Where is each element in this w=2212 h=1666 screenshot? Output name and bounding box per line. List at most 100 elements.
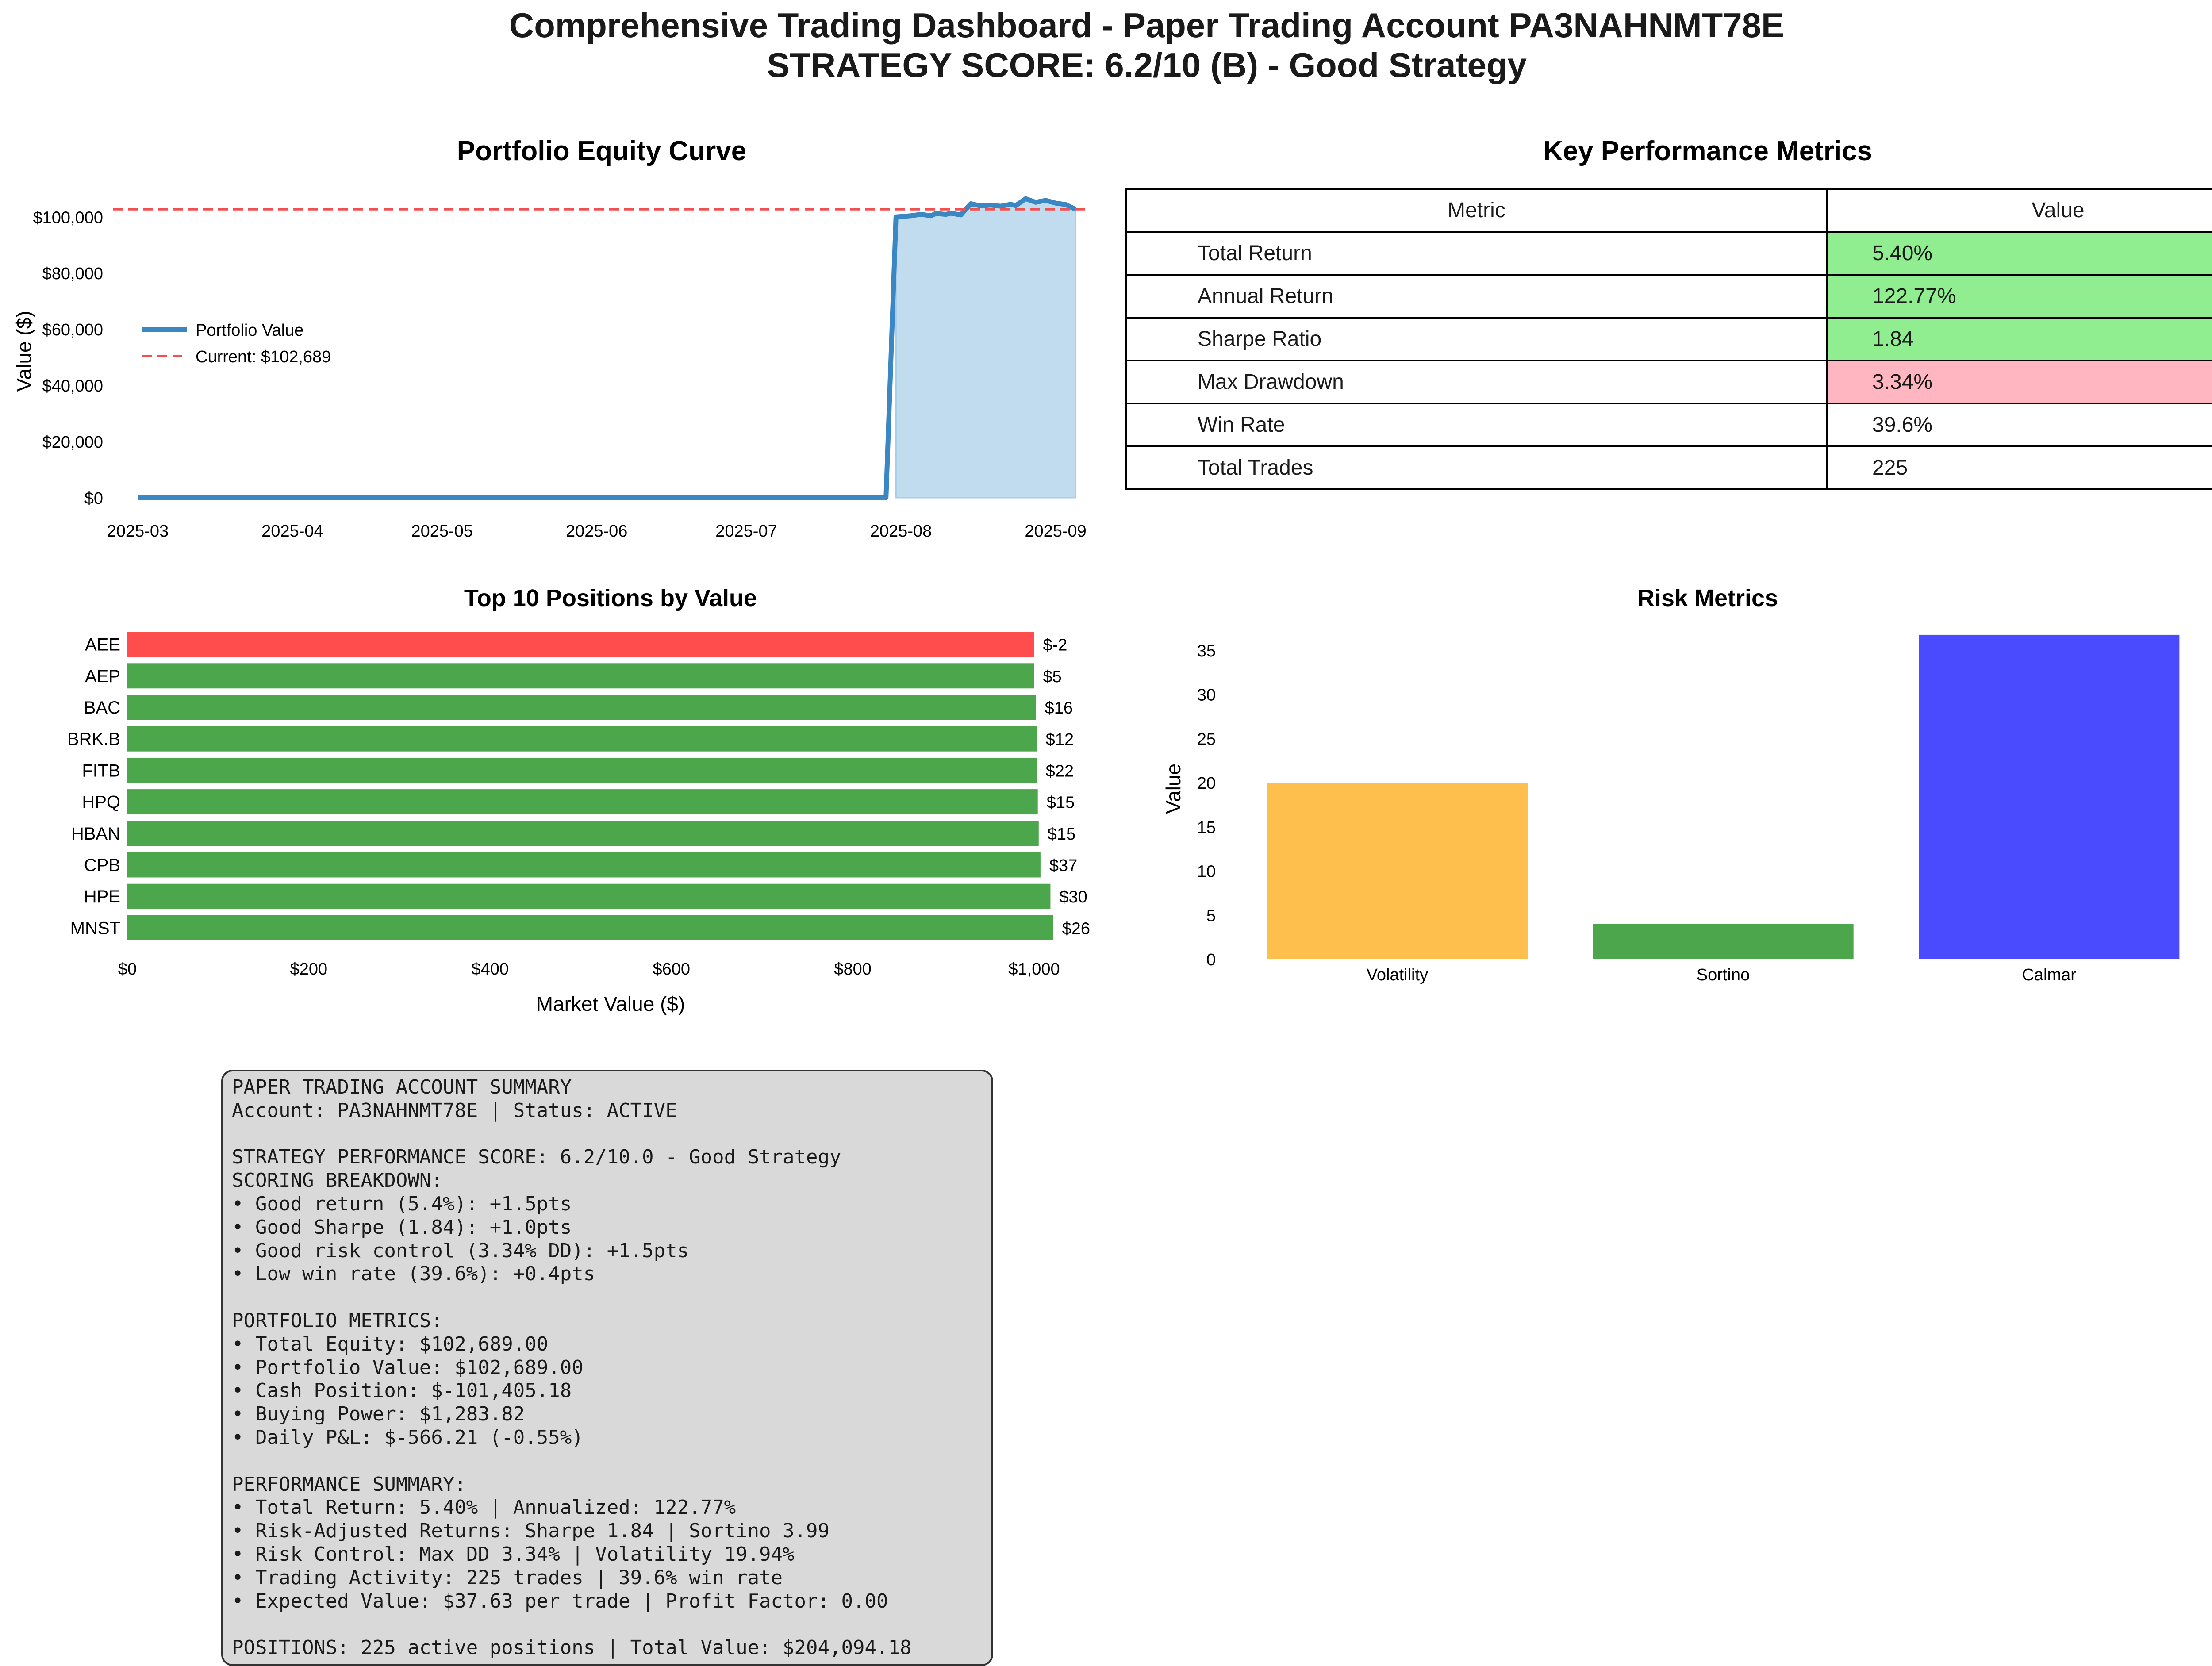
- y-tick-label: 20: [1197, 774, 1216, 793]
- summary-line: PAPER TRADING ACCOUNT SUMMARY: [232, 1076, 572, 1098]
- metric-column-header: Metric: [1125, 188, 1828, 233]
- position-bar: [127, 821, 1039, 846]
- x-axis-label: Market Value ($): [536, 992, 685, 1015]
- dashboard-title: Comprehensive Trading Dashboard - Paper …: [509, 6, 1785, 45]
- y-tick-label: 15: [1197, 818, 1216, 837]
- x-tick-label: 2025-04: [261, 522, 323, 541]
- metric-name-cell: Annual Return: [1125, 274, 1828, 319]
- position-symbol-label: AEP: [85, 667, 120, 686]
- position-symbol-label: MNST: [70, 918, 120, 938]
- summary-line: • Total Return: 5.40% | Annualized: 122.…: [232, 1496, 736, 1519]
- risk-category-label: Volatility: [1367, 966, 1428, 984]
- x-tick-label: 2025-08: [870, 522, 932, 541]
- key-performance-metrics-table: Metric Value Total Return 5.40% Annual R…: [1125, 188, 2212, 490]
- metric-value-cell: 122.77%: [1826, 274, 2212, 319]
- summary-line: • Good Sharpe (1.84): +1.0pts: [232, 1216, 572, 1239]
- value-column-header: Value: [1826, 188, 2212, 233]
- position-bar: [127, 663, 1034, 689]
- position-bar: [127, 915, 1053, 940]
- position-bar: [127, 695, 1036, 720]
- summary-line: PORTFOLIO METRICS:: [232, 1309, 443, 1332]
- equity-chart-title: Portfolio Equity Curve: [457, 136, 746, 166]
- position-value-label: $30: [1059, 888, 1087, 906]
- summary-line: • Portfolio Value: $102,689.00: [232, 1356, 584, 1379]
- position-bar: [127, 726, 1037, 752]
- metrics-table-row: Total Trades 225: [1125, 445, 2212, 490]
- y-tick-label: $40,000: [42, 377, 103, 395]
- metrics-table-row: Sharpe Ratio 1.84: [1125, 317, 2212, 361]
- summary-line: • Buying Power: $1,283.82: [232, 1403, 525, 1426]
- risk-metric-bar: [1919, 634, 2180, 959]
- x-tick-label: $800: [834, 960, 872, 979]
- y-tick-label: $80,000: [42, 265, 103, 283]
- position-value-label: $16: [1045, 699, 1073, 718]
- metrics-table-row: Win Rate 39.6%: [1125, 403, 2212, 447]
- account-summary-box: PAPER TRADING ACCOUNT SUMMARY Account: P…: [221, 1070, 993, 1666]
- metric-value-cell: 5.40%: [1826, 231, 2212, 276]
- position-bar: [127, 757, 1037, 783]
- position-value-label: $22: [1046, 762, 1074, 780]
- position-value-label: $15: [1048, 825, 1075, 844]
- metrics-table-row: Annual Return 122.77%: [1125, 274, 2212, 319]
- strategy-score-subtitle: STRATEGY SCORE: 6.2/10 (B) - Good Strate…: [767, 46, 1527, 84]
- y-tick-label: 25: [1197, 730, 1216, 749]
- y-tick-label: 10: [1197, 863, 1216, 881]
- position-value-label: $12: [1046, 730, 1074, 749]
- x-tick-label: 2025-07: [715, 522, 777, 541]
- portfolio-value-line: [138, 196, 1077, 500]
- risk-chart-title: Risk Metrics: [1637, 585, 1778, 611]
- y-axis-label: Value: [1162, 764, 1185, 814]
- legend-current-label: Current: $102,689: [196, 348, 331, 366]
- summary-line: • Daily P&L: $-566.21 (-0.55%): [232, 1426, 584, 1449]
- summary-line: POSITIONS: 225 active positions | Total …: [232, 1636, 912, 1659]
- metric-name-cell: Total Return: [1125, 231, 1828, 276]
- metric-name-cell: Sharpe Ratio: [1125, 317, 1828, 361]
- x-tick-label: 2025-05: [411, 522, 472, 541]
- position-bar: [127, 852, 1041, 878]
- position-value-label: $5: [1043, 668, 1062, 686]
- summary-line: • Total Equity: $102,689.00: [232, 1332, 549, 1355]
- position-value-label: $15: [1047, 794, 1075, 812]
- x-tick-label: 2025-09: [1025, 522, 1086, 541]
- position-symbol-label: BRK.B: [67, 729, 120, 749]
- position-symbol-label: HPQ: [82, 793, 120, 812]
- x-tick-label: 2025-06: [566, 522, 627, 541]
- y-tick-label: 0: [1206, 951, 1216, 969]
- y-tick-label: 30: [1197, 686, 1216, 705]
- summary-line: Account: PA3NAHNMT78E | Status: ACTIVE: [232, 1099, 677, 1122]
- risk-category-label: Calmar: [2022, 966, 2076, 984]
- metrics-table-title: Key Performance Metrics: [1543, 136, 1872, 166]
- metric-value-cell: 39.6%: [1826, 403, 2212, 447]
- equity-curve-chart: Portfolio Equity Curve $0 $20,000 $40,000 $6…: [12, 136, 1091, 541]
- summary-line: SCORING BREAKDOWN:: [232, 1169, 443, 1192]
- position-symbol-label: CPB: [84, 856, 120, 875]
- summary-line: • Good risk control (3.34% DD): +1.5pts: [232, 1239, 689, 1262]
- summary-line: • Expected Value: $37.63 per trade | Pro…: [232, 1589, 888, 1612]
- risk-category-label: Sortino: [1697, 966, 1750, 984]
- summary-line: • Trading Activity: 225 trades | 39.6% w…: [232, 1566, 783, 1589]
- risk-metric-bar: [1267, 783, 1528, 959]
- x-tick-label: $600: [653, 960, 690, 979]
- summary-line: • Cash Position: $-101,405.18: [232, 1379, 572, 1402]
- position-bar: [127, 632, 1034, 657]
- summary-line: • Low win rate (39.6%): +0.4pts: [232, 1263, 595, 1286]
- position-symbol-label: BAC: [84, 698, 120, 718]
- equity-fill-area: [895, 198, 1076, 499]
- metric-value-cell: 1.84: [1826, 317, 2212, 361]
- position-value-label: $-2: [1043, 636, 1068, 655]
- x-tick-label: $400: [472, 960, 509, 979]
- summary-line: STRATEGY PERFORMANCE SCORE: 6.2/10.0 - G…: [232, 1146, 841, 1169]
- y-tick-label: 35: [1197, 642, 1216, 660]
- positions-chart-title: Top 10 Positions by Value: [464, 585, 757, 611]
- x-tick-label: 2025-03: [107, 522, 169, 541]
- metrics-table-row: Max Drawdown 3.34%: [1125, 360, 2212, 404]
- y-tick-label: $60,000: [42, 321, 103, 339]
- metric-name-cell: Max Drawdown: [1125, 360, 1828, 404]
- position-symbol-label: FITB: [82, 761, 120, 780]
- risk-metric-bar: [1593, 924, 1854, 959]
- metric-value-cell: 225: [1826, 445, 2212, 490]
- y-axis-label: Value ($): [12, 311, 35, 392]
- metrics-table-row: Total Return 5.40%: [1125, 231, 2212, 276]
